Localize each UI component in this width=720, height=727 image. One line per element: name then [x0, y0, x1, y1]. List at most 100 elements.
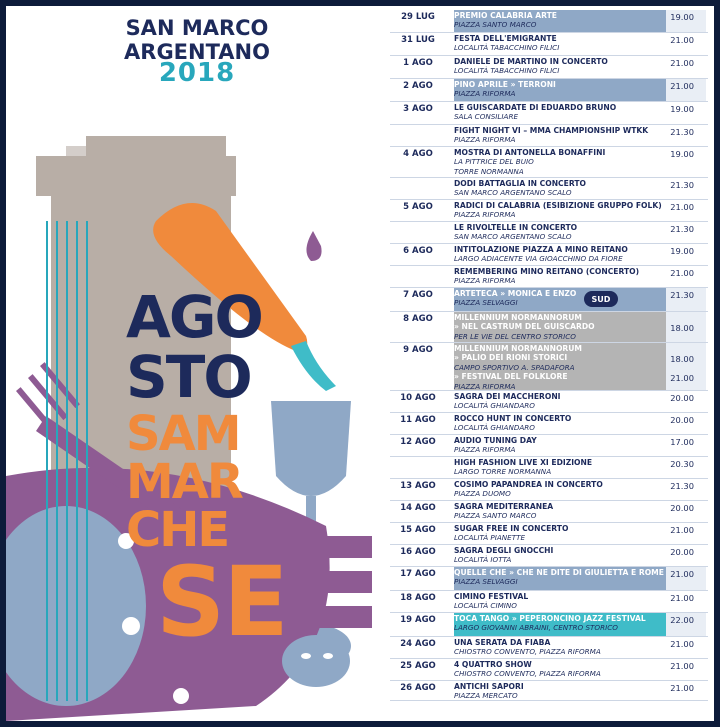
event-title: » FESTIVAL DEL FOLKLORE — [454, 372, 568, 382]
row-separator — [390, 522, 708, 523]
event-title: 4 QUATTRO SHOW — [454, 660, 532, 669]
event-venue: PIAZZA SELVAGGI — [454, 298, 518, 308]
row-separator — [390, 221, 708, 222]
row-separator — [390, 636, 708, 637]
event-time: 21.00 — [670, 525, 694, 535]
event-date: 6 AGO — [403, 246, 433, 256]
event-details: ANTICHI SAPORI PIAZZA MERCATO — [454, 682, 664, 701]
poster-artwork: SAN MARCO ARGENTANO 2018 AGO STO SAM MAR… — [6, 6, 388, 721]
schedule-row: 9 AGO MILLENNIUM NORMANNORUM» PALIO DEI R… — [390, 343, 708, 391]
schedule-row: 5 AGO RADICI DI CALABRIA (ESIBIZIONE GRUP… — [390, 200, 708, 222]
event-date: 3 AGO — [403, 104, 433, 114]
event-details: TOCA TANGO » PEPERONCINO JAZZ FESTIVAL LA… — [454, 614, 664, 633]
event-venue: CHIOSTRO CONVENTO, PIAZZA RIFORMA — [454, 669, 601, 679]
event-venue: LARGO TORRE NORMANNA — [454, 467, 552, 477]
event-details: LE RIVOLTELLE IN CONCERTO SAN MARCO ARGEN… — [454, 223, 664, 242]
time-cell — [666, 613, 706, 637]
event-date: 4 AGO — [403, 149, 433, 159]
event-details: COSIMO PAPANDREA IN CONCERTO PIAZZA DUOMO — [454, 480, 664, 499]
event-date: 2 AGO — [403, 81, 433, 91]
event-venue: PIAZZA RIFORMA — [454, 445, 516, 455]
event-details: REMEMBERING MINO REITANO (CONCERTO) PIAZZ… — [454, 267, 664, 286]
event-title: COSIMO PAPANDREA IN CONCERTO — [454, 480, 603, 489]
event-venue: PIAZZA RIFORMA — [454, 210, 516, 220]
event-time: 20.00 — [670, 503, 694, 513]
title-word-2: STO — [126, 343, 253, 411]
time-cell — [666, 343, 706, 391]
event-time: 21.00 — [670, 35, 694, 45]
event-title: FIGHT NIGHT VI – MMA CHAMPIONSHIP WTKK — [454, 126, 649, 135]
event-time: 22.00 — [670, 615, 694, 625]
event-venue: LOCALITÀ TABACCHINO FILICI — [454, 43, 560, 53]
event-details: FIGHT NIGHT VI – MMA CHAMPIONSHIP WTKK PI… — [454, 126, 664, 145]
time-cell — [666, 567, 706, 591]
event-details: PINO APRILE » TERRONI PIAZZA RIFORMA — [454, 80, 664, 99]
event-details: SAGRA DEI MACCHERONI LOCALITÀ GHIANDARO — [454, 392, 664, 411]
event-time: 21.00 — [670, 569, 694, 579]
row-separator — [390, 32, 708, 33]
title-word-4: MAR — [126, 454, 244, 510]
row-separator — [390, 456, 708, 457]
row-separator — [390, 78, 708, 79]
schedule-row: 1 AGO DANIELE DE MARTINO IN CONCERTO LOCAL… — [390, 56, 708, 79]
event-venue: CAMPO SPORTIVO A. SPADAFORA — [454, 362, 575, 372]
event-time: 21.30 — [670, 224, 694, 234]
row-separator — [390, 590, 708, 591]
event-details: SUGAR FREE IN CONCERTO LOCALITÀ PIANETTE — [454, 524, 664, 543]
event-details: AUDIO TUNING DAY PIAZZA RIFORMA — [454, 436, 664, 455]
event-title: ANTICHI SAPORI — [454, 682, 524, 691]
schedule-row: 8 AGO MILLENNIUM NORMANNORUM» NEL CASTRUM… — [390, 312, 708, 343]
event-time: 19.00 — [670, 104, 694, 114]
event-time: 21.00 — [670, 268, 694, 278]
schedule-row: 2 AGO PINO APRILE » TERRONI PIAZZA RIFORMA… — [390, 79, 708, 102]
event-title: QUELLE CHE » CHE NE DITE DI GIULIETTA E … — [454, 568, 664, 577]
event-date: 12 AGO — [400, 437, 436, 447]
city-name-line2: ARGENTANO — [124, 40, 270, 64]
event-title: PREMIO CALABRIA ARTE — [454, 11, 557, 20]
event-time: 21.00 — [670, 661, 694, 671]
event-title: PINO APRILE » TERRONI — [454, 80, 556, 89]
row-separator — [390, 199, 708, 200]
event-date: 15 AGO — [400, 525, 436, 535]
row-separator — [390, 390, 708, 391]
row-separator — [390, 243, 708, 244]
event-time: 18.00 — [670, 354, 694, 365]
event-time: 21.30 — [670, 127, 694, 137]
event-date: 31 LUG — [401, 35, 435, 45]
event-venue: SALA CONSILIARE — [454, 112, 518, 122]
event-details: MILLENNIUM NORMANNORUM» NEL CASTRUM DEL … — [454, 313, 664, 341]
event-venue: LARGO ADIACENTE VIA GIOACCHINO DA FIORE — [454, 254, 623, 264]
event-title: ROCCO HUNT IN CONCERTO — [454, 414, 572, 423]
schedule-row: 15 AGO SUGAR FREE IN CONCERTO LOCALITÀ PIA… — [390, 523, 708, 545]
schedule-row: 13 AGO COSIMO PAPANDREA IN CONCERTO PIAZZA… — [390, 479, 708, 501]
event-title: INTITOLAZIONE PIAZZA A MINO REITANO — [454, 245, 628, 254]
event-date: 14 AGO — [400, 503, 436, 513]
event-title: UNA SERATA DA FIABA — [454, 638, 551, 647]
event-time: 17.00 — [670, 437, 694, 447]
event-details: 4 QUATTRO SHOW CHIOSTRO CONVENTO, PIAZZA … — [454, 660, 664, 679]
time-cell — [666, 79, 706, 102]
event-time: 19.00 — [670, 149, 694, 159]
event-title: CIMINO FESTIVAL — [454, 592, 529, 601]
event-venue: PIAZZA DUOMO — [454, 489, 511, 499]
schedule-row: DODI BATTAGLIA IN CONCERTO SAN MARCO ARGE… — [390, 178, 708, 200]
city-name-line1: SAN MARCO — [125, 16, 269, 40]
time-cell — [666, 312, 706, 343]
event-title: SUGAR FREE IN CONCERTO — [454, 524, 569, 533]
event-time: 21.30 — [670, 481, 694, 491]
event-venue: SAN MARCO ARGENTANO SCALO — [454, 232, 572, 242]
event-date: 7 AGO — [403, 290, 433, 300]
highlight-band — [454, 613, 666, 637]
event-venue: PIAZZA RIFORMA — [454, 381, 516, 391]
row-separator — [390, 478, 708, 479]
event-details: SAGRA DEGLI GNOCCHI LOCALITÀ IOTTA — [454, 546, 664, 565]
event-details: DODI BATTAGLIA IN CONCERTO SAN MARCO ARGE… — [454, 179, 664, 198]
event-title: AUDIO TUNING DAY — [454, 436, 537, 445]
event-time: 20.30 — [670, 459, 694, 469]
event-time: 19.00 — [670, 12, 694, 22]
highlight-band — [454, 567, 666, 591]
schedule-row: 12 AGO AUDIO TUNING DAY PIAZZA RIFORMA 17.0… — [390, 435, 708, 457]
event-venue: PIAZZA RIFORMA — [454, 276, 516, 286]
row-separator — [390, 612, 708, 613]
event-time: 18.00 — [670, 323, 694, 334]
